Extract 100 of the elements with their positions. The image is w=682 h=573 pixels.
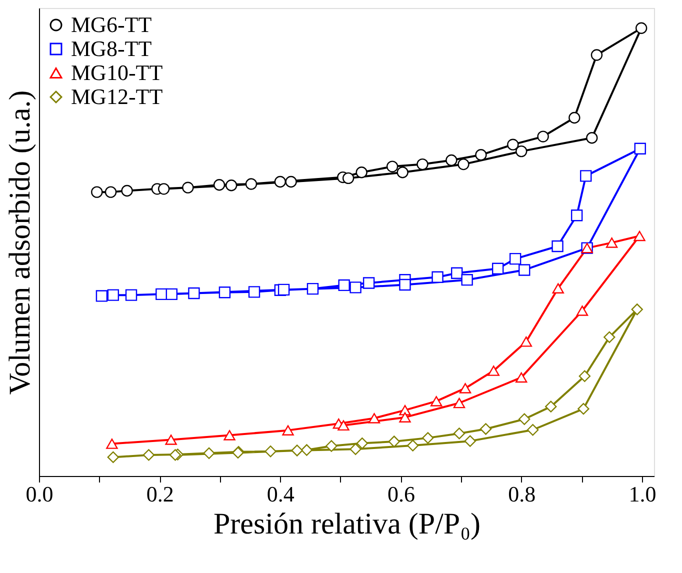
- point: [552, 240, 564, 252]
- point: [107, 289, 120, 301]
- point: [356, 166, 368, 178]
- point: [578, 370, 591, 382]
- point: [362, 277, 375, 289]
- point: [142, 449, 155, 461]
- point: [399, 278, 411, 291]
- point: [356, 437, 368, 450]
- point: [248, 286, 260, 298]
- point: [245, 178, 258, 190]
- point: [461, 274, 473, 286]
- point: [580, 170, 592, 182]
- point: [388, 436, 400, 448]
- point: [203, 447, 215, 460]
- point: [568, 112, 580, 124]
- x-tick-label: 0.4: [266, 482, 294, 506]
- point: [492, 262, 504, 274]
- point: [464, 435, 476, 447]
- point: [518, 413, 530, 425]
- point: [342, 172, 354, 184]
- point: [224, 430, 236, 440]
- point: [570, 210, 583, 222]
- point: [300, 444, 313, 456]
- point: [406, 440, 419, 452]
- point: [507, 138, 519, 150]
- point: [634, 230, 646, 242]
- y-axis-title: Volumen adsorbido (u.a.): [4, 90, 36, 395]
- point: [635, 22, 648, 34]
- point: [166, 288, 178, 300]
- x-tick-label: 1.0: [628, 482, 656, 506]
- point: [274, 176, 286, 188]
- point: [516, 372, 528, 383]
- point: [91, 186, 103, 198]
- point: [282, 425, 294, 436]
- point: [526, 424, 539, 436]
- point: [578, 402, 590, 415]
- point: [458, 158, 470, 170]
- point: [104, 186, 117, 198]
- point: [432, 271, 444, 283]
- x-axis-title: Presión relativa (P/P₀): [213, 508, 481, 540]
- point: [213, 179, 226, 191]
- point: [586, 132, 598, 144]
- point: [218, 286, 231, 298]
- point: [537, 130, 549, 142]
- point: [338, 279, 350, 292]
- point: [576, 306, 588, 316]
- point: [368, 413, 380, 424]
- point: [399, 412, 411, 422]
- point: [606, 238, 618, 248]
- point: [450, 267, 463, 279]
- point: [488, 366, 500, 376]
- point: [509, 252, 522, 265]
- x-tick-label: 0.6: [388, 482, 416, 506]
- point: [306, 282, 319, 295]
- point: [125, 289, 138, 301]
- point: [350, 282, 362, 294]
- legend-label: MG12-TT: [71, 84, 164, 109]
- point: [631, 304, 643, 316]
- point: [158, 183, 170, 195]
- point: [520, 336, 532, 347]
- point: [475, 149, 487, 161]
- point: [459, 383, 472, 394]
- point: [516, 145, 528, 158]
- point: [285, 176, 297, 188]
- x-tick-label: 0.8: [508, 482, 536, 506]
- point: [552, 283, 564, 294]
- point: [188, 287, 200, 300]
- point: [326, 440, 338, 452]
- point: [264, 446, 276, 458]
- point: [291, 444, 303, 456]
- legend-label: MG8-TT: [71, 36, 152, 61]
- point: [386, 160, 398, 172]
- point: [225, 180, 238, 192]
- point: [278, 284, 290, 296]
- legend-label: MG6-TT: [71, 12, 152, 37]
- point: [338, 420, 350, 431]
- point: [422, 432, 434, 444]
- point: [446, 154, 458, 166]
- point: [107, 451, 120, 464]
- point: [453, 428, 466, 440]
- point: [634, 142, 646, 154]
- point: [182, 182, 194, 194]
- point: [545, 400, 557, 412]
- point: [169, 449, 182, 461]
- x-tick-label: 0.2: [146, 482, 174, 506]
- x-tick-label: 0.0: [26, 482, 54, 506]
- point: [604, 331, 616, 344]
- point: [430, 396, 442, 406]
- point: [96, 290, 108, 302]
- point: [121, 184, 133, 197]
- point: [416, 158, 428, 170]
- point: [453, 398, 466, 408]
- point: [590, 49, 603, 61]
- point: [480, 423, 492, 435]
- point: [165, 434, 177, 445]
- point: [106, 438, 118, 449]
- point: [518, 264, 530, 276]
- point: [396, 166, 408, 178]
- point: [350, 443, 362, 455]
- legend-label: MG10-TT: [71, 60, 164, 85]
